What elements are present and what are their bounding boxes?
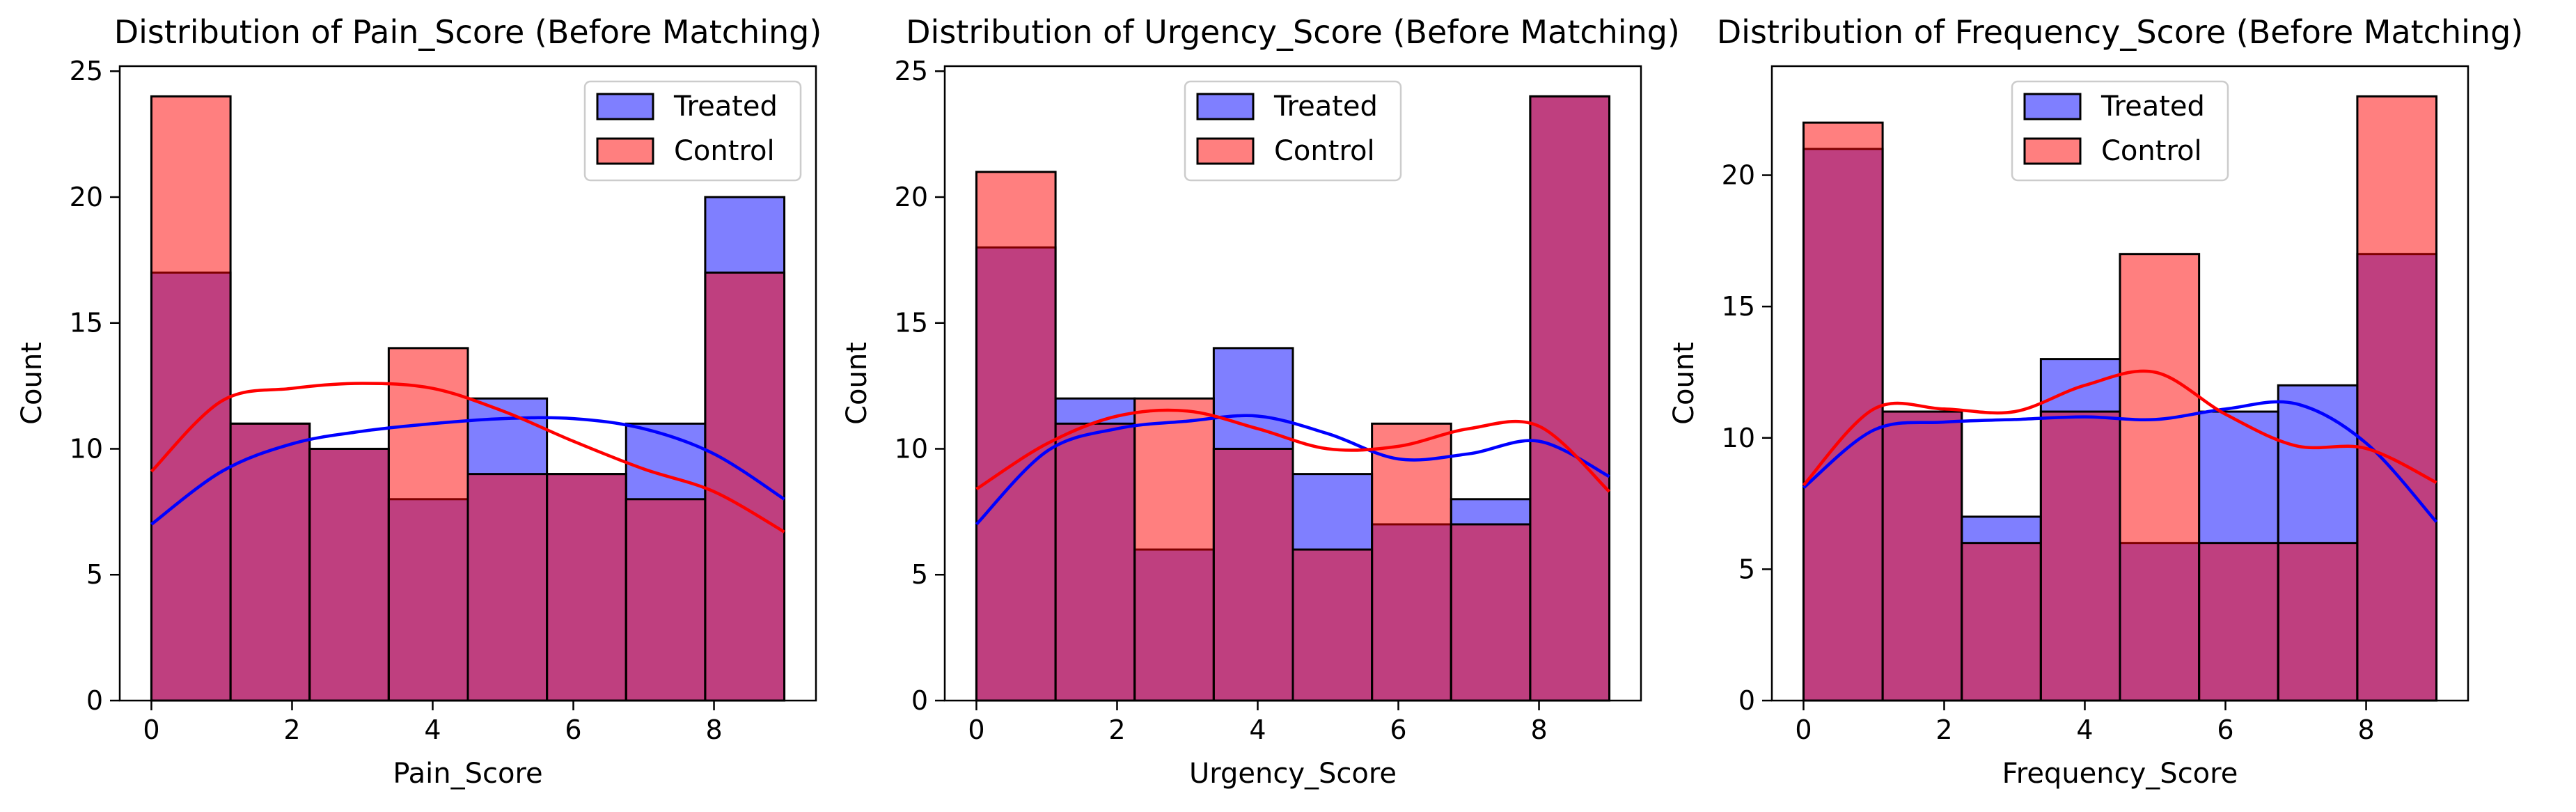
chart-title: Distribution of Pain_Score (Before Match… xyxy=(114,13,822,51)
bar-control-8 xyxy=(704,271,786,702)
legend: Treated Control xyxy=(1184,80,1402,182)
bar-control-7 xyxy=(1450,523,1532,702)
x-tick-label: 4 xyxy=(424,715,441,745)
x-tick-label: 2 xyxy=(1935,715,1952,745)
legend-label-control: Control xyxy=(2101,135,2202,167)
x-tick-label: 6 xyxy=(1390,715,1406,745)
bar-control-2 xyxy=(1054,422,1136,702)
y-tick-label: 10 xyxy=(70,433,103,464)
kde-line-treated xyxy=(150,416,785,526)
legend-swatch-control xyxy=(2023,137,2082,165)
kde-line-control xyxy=(975,408,1611,493)
y-tick-label: 5 xyxy=(1738,554,1755,584)
axes-frame xyxy=(118,65,817,702)
y-tick-label: 0 xyxy=(1738,685,1755,716)
x-tick-label: 6 xyxy=(2217,715,2233,745)
axes-frame xyxy=(1770,65,2469,702)
y-tick-label: 20 xyxy=(70,182,103,212)
chart-title: Distribution of Urgency_Score (Before Ma… xyxy=(906,13,1680,51)
x-tick-label: 8 xyxy=(1530,715,1547,745)
bar-control-8 xyxy=(2356,95,2438,702)
bar-control-6 xyxy=(1371,422,1452,702)
x-tick-label: 0 xyxy=(143,715,159,745)
y-tick-label: 0 xyxy=(86,685,103,716)
chart-panel-1: 0 2 4 6 8 0 5 10 15 20 25 Distribution of Pain_Scor… xyxy=(16,13,822,790)
legend-swatch-control xyxy=(596,137,654,165)
x-tick-label: 0 xyxy=(1795,715,1812,745)
bar-control-4 xyxy=(387,347,469,702)
bar-control-8 xyxy=(1529,95,1611,702)
y-tick-label: 20 xyxy=(1722,160,1755,191)
bar-control-3 xyxy=(1133,397,1215,702)
bar-control-4 xyxy=(2039,410,2121,702)
bar-control-7 xyxy=(2277,542,2359,702)
x-tick-label: 4 xyxy=(2076,715,2093,745)
y-axis-label: Count xyxy=(1668,342,1700,425)
bar-control-1 xyxy=(975,171,1057,702)
legend: Treated Control xyxy=(583,80,802,182)
bar-control-6 xyxy=(546,473,627,702)
bar-control-5 xyxy=(2119,253,2201,702)
kde-line-control xyxy=(1802,369,2437,487)
legend-label-treated: Treated xyxy=(2100,91,2205,123)
x-tick-label: 0 xyxy=(968,715,984,745)
x-axis-label: Pain_Score xyxy=(393,758,542,790)
legend: Treated Control xyxy=(2011,80,2229,182)
y-tick-label: 10 xyxy=(895,433,928,464)
x-tick-label: 4 xyxy=(1249,715,1266,745)
chart-title: Distribution of Frequency_Score (Before … xyxy=(1717,13,2523,51)
bar-control-4 xyxy=(1212,447,1294,702)
chart-panel-3: 0 2 4 6 8 0 5 10 15 20 Distribution of Frequency_S… xyxy=(1668,13,2523,790)
bar-control-1 xyxy=(150,95,232,702)
bar-control-2 xyxy=(1881,410,1963,702)
bar-control-3 xyxy=(308,447,390,702)
bar-control-5 xyxy=(1291,548,1374,702)
x-tick-label: 2 xyxy=(283,715,300,745)
y-tick-label: 15 xyxy=(70,308,103,338)
x-axis-label: Urgency_Score xyxy=(1189,758,1397,790)
bar-control-2 xyxy=(229,422,311,702)
legend-swatch-treated xyxy=(2023,93,2082,120)
bar-control-3 xyxy=(1961,542,2042,702)
legend-swatch-treated xyxy=(596,93,654,120)
legend-swatch-control xyxy=(1196,137,1255,165)
bar-control-7 xyxy=(625,498,707,702)
y-tick-label: 10 xyxy=(1722,423,1755,453)
axes-frame xyxy=(943,65,1642,702)
y-axis-label: Count xyxy=(841,342,873,425)
kde-line-treated xyxy=(1803,400,2438,523)
legend-swatch-treated xyxy=(1196,93,1255,120)
y-tick-label: 25 xyxy=(70,56,103,86)
legend-label-treated: Treated xyxy=(673,91,778,123)
legend-label-control: Control xyxy=(674,135,775,167)
bar-control-5 xyxy=(466,473,549,702)
y-tick-label: 20 xyxy=(895,182,928,212)
y-tick-label: 5 xyxy=(911,559,928,590)
bar-control-6 xyxy=(2198,542,2279,702)
x-axis-label: Frequency_Score xyxy=(2002,758,2238,790)
y-tick-label: 25 xyxy=(895,56,928,86)
y-tick-label: 15 xyxy=(1722,291,1755,322)
legend-label-control: Control xyxy=(1274,135,1375,167)
x-tick-label: 8 xyxy=(705,715,722,745)
y-tick-label: 5 xyxy=(86,559,103,590)
y-axis-label: Count xyxy=(16,342,48,425)
kde-line-treated xyxy=(975,414,1610,526)
x-tick-label: 8 xyxy=(2357,715,2374,745)
y-tick-label: 15 xyxy=(895,308,928,338)
kde-line-control xyxy=(150,382,785,533)
y-tick-label: 0 xyxy=(911,685,928,716)
x-tick-label: 2 xyxy=(1108,715,1125,745)
chart-panel-2: 0 2 4 6 8 0 5 10 15 20 25 Distribution of Urgency_S… xyxy=(841,13,1680,790)
legend-label-treated: Treated xyxy=(1273,91,1378,123)
x-tick-label: 6 xyxy=(565,715,581,745)
